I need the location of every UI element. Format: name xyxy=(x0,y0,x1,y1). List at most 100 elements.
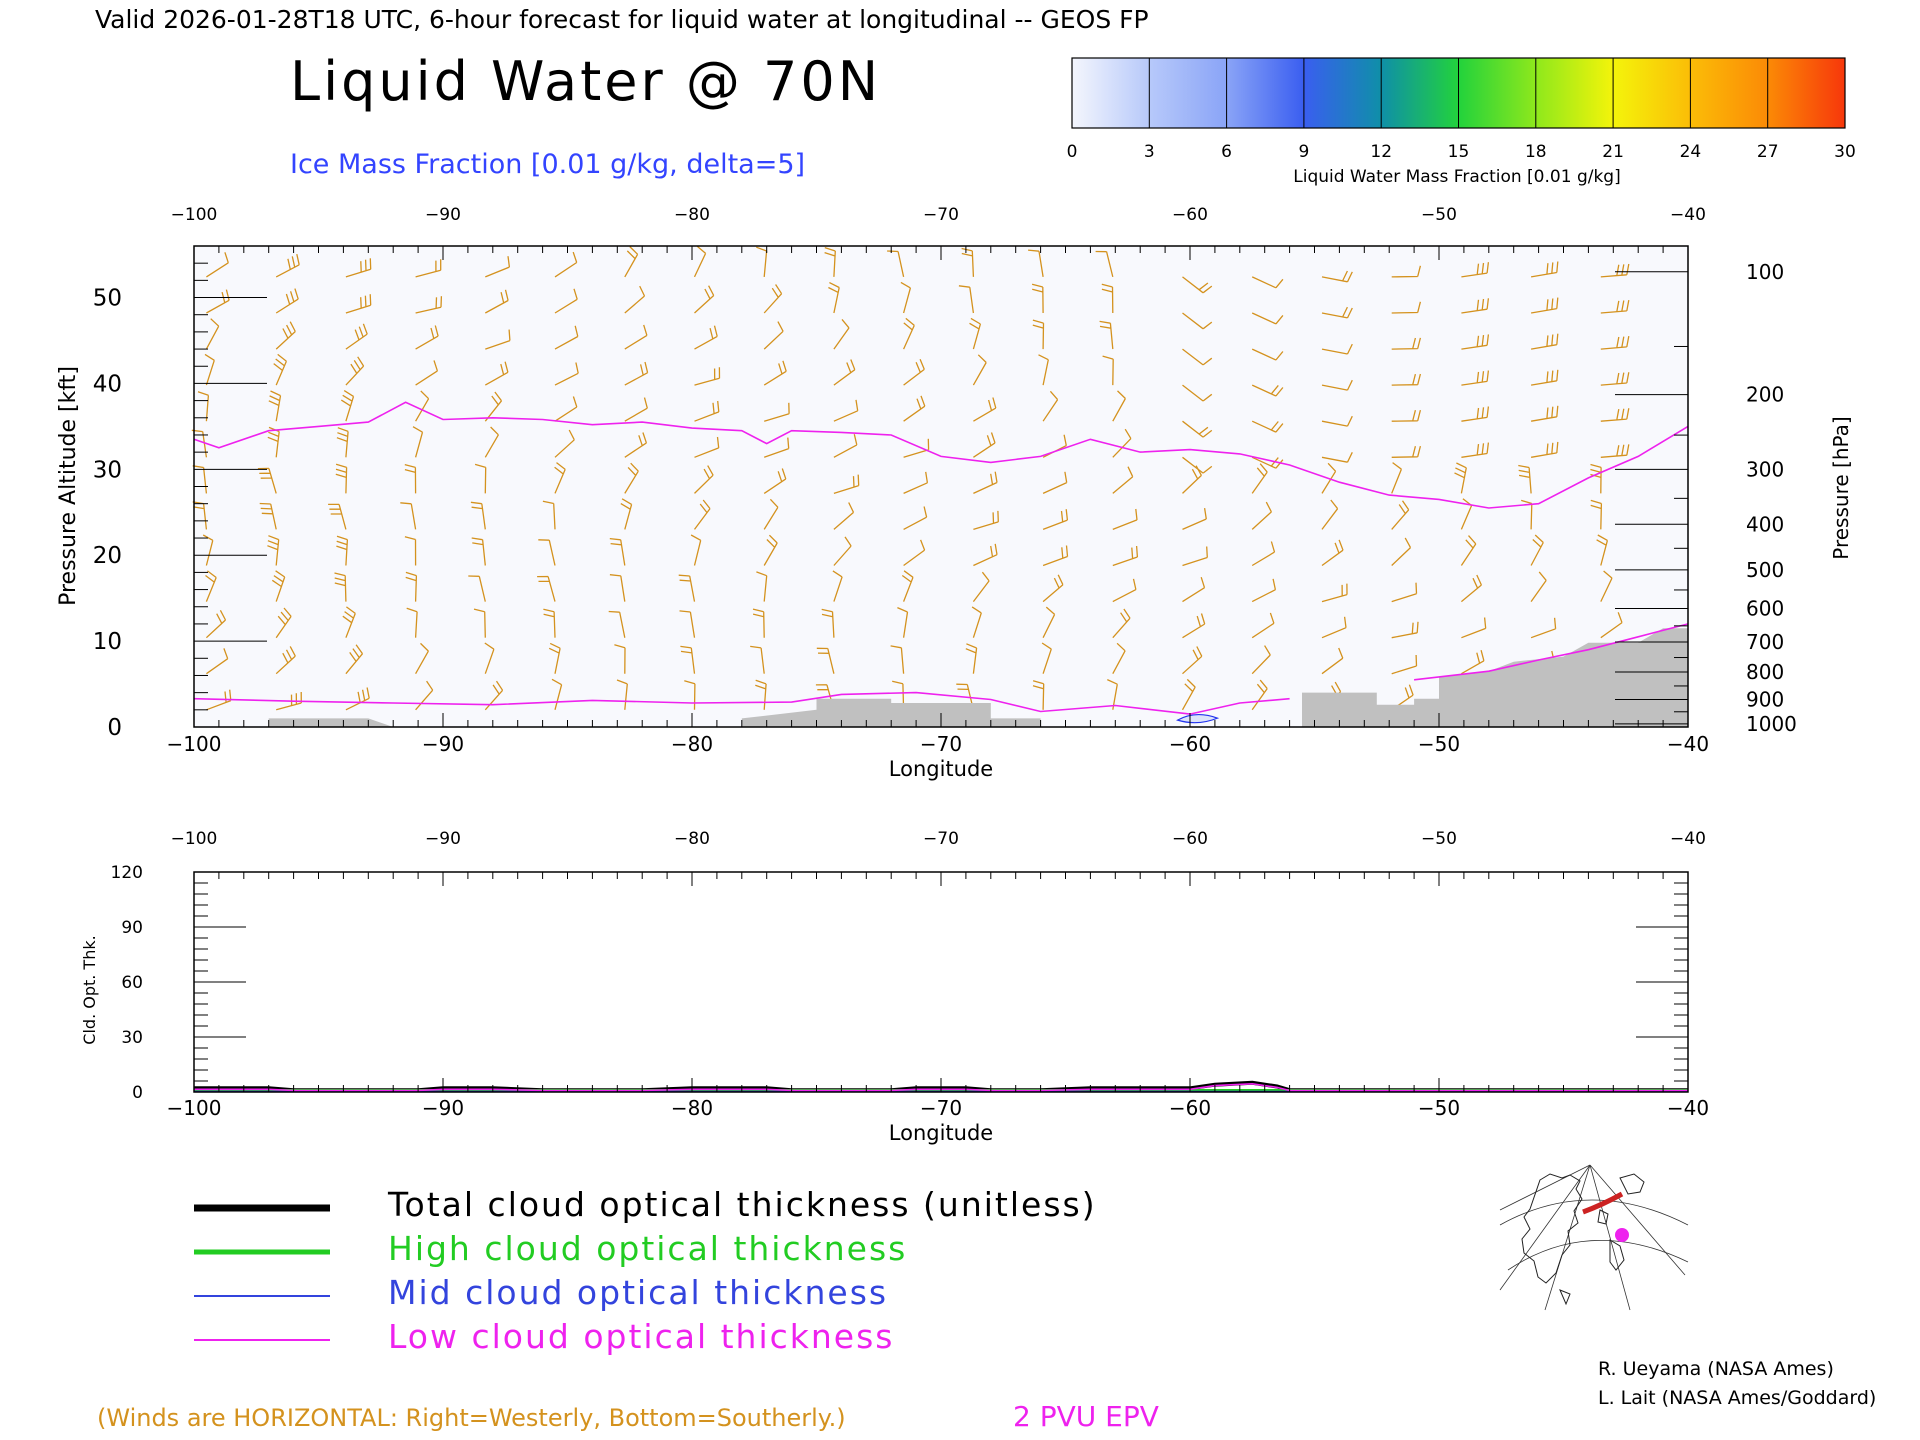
pressure-tick-label: 1000 xyxy=(1746,712,1797,736)
bottom-x-tick-label-top: −40 xyxy=(1670,829,1706,849)
wind-barb xyxy=(694,465,714,494)
y-tick-label: 0 xyxy=(107,715,122,741)
wind-barb xyxy=(1600,263,1630,278)
wind-barb xyxy=(334,572,347,602)
wind-barb xyxy=(694,325,718,350)
colorbar-tick-label: 12 xyxy=(1370,142,1392,162)
wind-barb xyxy=(1454,462,1467,494)
wind-barb xyxy=(1600,335,1630,350)
wind-barb xyxy=(624,432,648,458)
wind-barb xyxy=(763,321,784,350)
bottom-x-tick-label: −90 xyxy=(422,1096,464,1120)
wind-barb xyxy=(624,324,648,350)
wind-barb xyxy=(763,498,779,530)
wind-barb xyxy=(470,501,486,530)
bottom-x-tick-label-top: −90 xyxy=(425,829,461,849)
wind-barb xyxy=(345,294,372,314)
wind-barb xyxy=(1321,415,1353,427)
wind-barb xyxy=(961,247,975,277)
location-map-inset xyxy=(1493,1162,1689,1311)
bottom-x-tick-label-top: −80 xyxy=(674,829,710,849)
x-tick-label-top: −80 xyxy=(674,205,710,225)
x-tick-label: −50 xyxy=(1418,732,1460,756)
colorbar-tick-label: 9 xyxy=(1298,142,1309,162)
wind-barb xyxy=(828,282,840,314)
wind-barb xyxy=(903,358,925,386)
wind-barb xyxy=(336,535,349,566)
wind-barb xyxy=(415,360,439,386)
liquid-water-contour xyxy=(1176,714,1220,724)
wind-barb xyxy=(345,356,365,386)
x-tick-label-top: −90 xyxy=(425,205,461,225)
wind-barb xyxy=(1251,578,1277,603)
wind-barb xyxy=(616,679,628,710)
wind-barb xyxy=(400,502,417,530)
wind-barb xyxy=(679,610,696,638)
wind-barb xyxy=(1251,276,1284,289)
wind-barb xyxy=(554,325,579,350)
wind-barb xyxy=(756,571,768,602)
wind-barb xyxy=(1042,471,1068,494)
wind-barb xyxy=(271,570,286,602)
wind-barb xyxy=(1181,678,1196,711)
bottom-x-tick-label: −40 xyxy=(1667,1096,1709,1120)
wind-barb xyxy=(1099,320,1114,350)
pressure-tick-label: 300 xyxy=(1746,457,1784,481)
colorbar-tick-label: 15 xyxy=(1448,142,1470,162)
wind-barb xyxy=(901,570,914,602)
wind-barb xyxy=(833,434,858,458)
wind-barb xyxy=(763,437,790,458)
wind-barb xyxy=(816,647,835,674)
wind-barb xyxy=(752,608,765,638)
wind-barb xyxy=(1461,442,1490,458)
wind-barb xyxy=(833,359,856,386)
wind-barb xyxy=(833,318,850,350)
wind-barb xyxy=(1321,462,1337,494)
x-tick-label-top: −50 xyxy=(1421,205,1457,225)
wind-barb xyxy=(694,436,720,458)
colorbar: 0 3 6 9 12 15 18 21 24 27 30 xyxy=(1067,57,1856,162)
wind-barb xyxy=(900,281,912,314)
wind-barb xyxy=(1600,444,1630,458)
wind-barb xyxy=(694,285,715,314)
optical-thickness-ylabel: Cld. Opt. Thk. xyxy=(80,935,99,1044)
wind-barb xyxy=(1182,646,1203,675)
optical-thickness-xlabel: Longitude xyxy=(889,1121,993,1145)
wind-barb xyxy=(833,536,852,566)
colorbar-tick-label: 0 xyxy=(1067,142,1078,162)
wind-barb xyxy=(1321,499,1339,530)
wind-barb xyxy=(897,607,909,638)
wind-barb xyxy=(204,353,215,386)
wind-barb xyxy=(267,535,280,566)
colorbar-tick-label: 6 xyxy=(1221,142,1232,162)
bottom-y-tick-label: 30 xyxy=(121,1028,143,1048)
wind-barb xyxy=(484,361,509,386)
pressure-tick-label: 600 xyxy=(1746,596,1784,620)
cross-section-frame xyxy=(193,245,1689,728)
wind-barb xyxy=(678,574,696,602)
wind-barb xyxy=(1321,343,1353,355)
wind-barb xyxy=(1461,650,1485,675)
wind-barb xyxy=(1182,312,1213,330)
wind-barb xyxy=(257,467,277,494)
x-tick-label: −70 xyxy=(920,732,962,756)
bottom-x-tick-label: −80 xyxy=(671,1096,713,1120)
wind-barb xyxy=(206,252,229,278)
wind-barb xyxy=(1251,312,1284,325)
wind-barb xyxy=(1032,680,1045,710)
bottom-y-tick-label: 60 xyxy=(121,973,143,993)
wind-barb xyxy=(973,432,996,458)
wind-barb xyxy=(1251,612,1275,639)
wind-barb xyxy=(1391,500,1410,530)
x-tick-label: −60 xyxy=(1169,732,1211,756)
wind-barb xyxy=(537,575,556,602)
wind-barb xyxy=(554,462,566,494)
optical-thickness-panel: −100 −100 −90 −90 −80 −80 −70 −70 −60 −60 −50 −50 −4… xyxy=(80,829,1709,1145)
wind-barb xyxy=(276,691,302,711)
wind-barb xyxy=(1530,261,1559,278)
wind-barb xyxy=(206,689,232,711)
wind-barb xyxy=(548,642,561,674)
wind-barb xyxy=(485,329,511,350)
wind-barb xyxy=(1321,306,1353,319)
wind-barb xyxy=(336,427,349,458)
